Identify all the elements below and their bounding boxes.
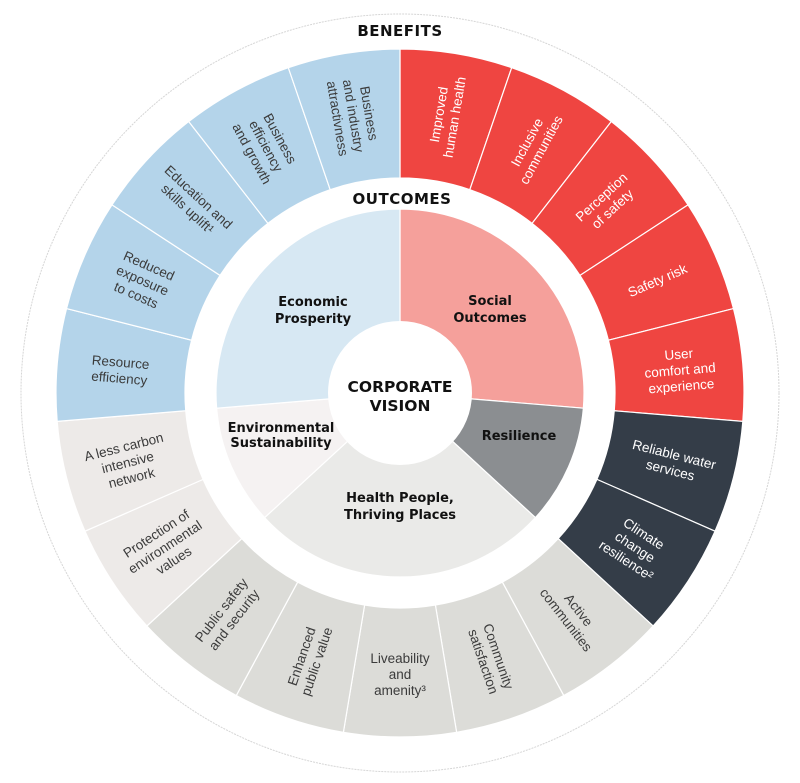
benefit-segment: Public safetyand security (146, 537, 299, 697)
outcomes-title: OUTCOMES (353, 190, 452, 208)
outcome-label-line: Social (468, 294, 512, 309)
outcome-label: Social Outcomes (453, 294, 527, 326)
outcome-label-line: Resilience (482, 429, 557, 444)
benefit-label-line: amenity³ (374, 683, 426, 698)
benefit-segment: Activecommunities (501, 537, 654, 697)
benefits-title: BENEFITS (357, 22, 442, 40)
benefit-label: Resourceefficiency (90, 352, 150, 388)
core-title-line-1: CORPORATE (348, 378, 453, 396)
benefit-segment: Businessand industryattractivness (287, 48, 401, 191)
core-title-line-2: VISION (370, 397, 431, 415)
outcome-label-line: Thriving Places (344, 508, 456, 523)
outcome-label: Economic Prosperity (275, 295, 352, 327)
benefit-label-line: experience (648, 376, 715, 396)
benefit-label: Liveability and amenity³ (370, 651, 430, 698)
benefit-label: Usercomfort andexperience (643, 344, 718, 397)
outcome-label-line: Sustainability (230, 436, 332, 451)
benefit-segment: Education andskills uplift¹ (111, 120, 269, 277)
core-circle (328, 321, 472, 465)
outcome-label-line: Economic (278, 295, 347, 310)
outcome-label-line: Prosperity (275, 312, 352, 327)
benefit-label-line: efficiency (91, 369, 148, 389)
benefit-label-line: Resource (91, 352, 150, 372)
benefit-segment: Reducedexposureto costs (65, 204, 221, 341)
benefit-label-line: and (389, 667, 412, 682)
outcome-segment-shape (263, 392, 537, 578)
benefit-segment: Safety risk (579, 204, 735, 341)
outcome-segment-health: Health People, Thriving Places (263, 392, 537, 578)
outcome-label-line: Outcomes (453, 311, 527, 326)
outcome-label: Resilience (482, 429, 557, 444)
benefit-label-line: Liveability (370, 651, 430, 666)
outcome-label-line: Environmental (228, 421, 335, 436)
benefit-segment: Climatechangeresilience² (557, 478, 716, 627)
benefit-segment: Usercomfort andexperience (607, 307, 745, 423)
benefit-segment: Improvedhuman health (399, 48, 513, 191)
benefit-segment: Reliable waterservices (596, 410, 744, 532)
outcome-label: Environmental Sustainability (228, 421, 335, 451)
benefit-label-line: comfort and (644, 360, 716, 381)
benefit-segment: Protection ofenvironmentalvalues (84, 478, 243, 627)
outcome-label: Health People, Thriving Places (344, 491, 456, 523)
benefit-segment: Perceptionof safety (531, 120, 689, 277)
benefit-segment: A less carbonintensivenetwork (56, 410, 204, 532)
outer-boundary-circle (20, 13, 780, 773)
outcome-label-line: Health People, (346, 491, 454, 506)
benefit-label-line: User (664, 346, 694, 363)
benefit-segment-shape (287, 48, 401, 191)
benefits-ring: Improvedhuman health Inclusivecommunities… (55, 48, 745, 738)
